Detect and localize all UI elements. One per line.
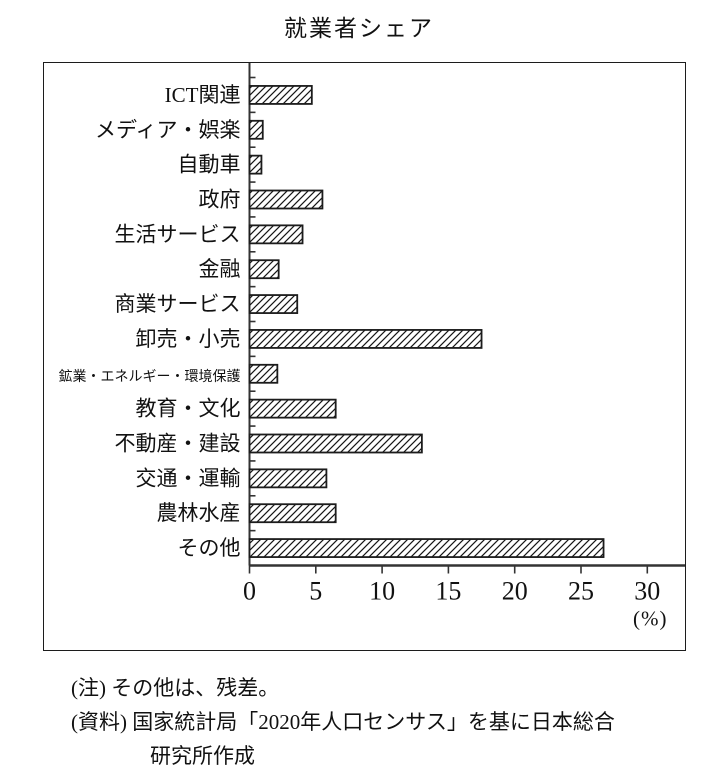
- category-label: 自動車: [178, 153, 241, 177]
- note-line: (注) その他は、残差。: [71, 676, 280, 700]
- x-tick-label: 15: [435, 577, 461, 606]
- bar: [248, 294, 299, 314]
- bar: [248, 398, 337, 419]
- bar: [248, 503, 337, 524]
- category-label: 卸売・小売: [136, 327, 241, 351]
- category-label: 教育・文化: [136, 397, 241, 421]
- x-tick-label: 0: [243, 577, 256, 606]
- x-tick-label: 10: [369, 577, 395, 606]
- bar: [248, 329, 483, 349]
- source-line: (資料) 国家統計局「2020年人口センサス」を基に日本総合: [71, 710, 615, 734]
- bar: [248, 433, 423, 454]
- x-tick-label: 5: [309, 577, 322, 606]
- x-tick-label: 20: [502, 577, 528, 606]
- bar: [248, 154, 263, 175]
- category-label: 鉱業・エネルギー・環境保護: [59, 368, 241, 385]
- category-label: 交通・運輸: [136, 466, 241, 490]
- category-label: 金融: [199, 257, 241, 281]
- chart-frame: ICT関連メディア・娯楽自動車政府生活サービス金融商業サービス卸売・小売鉱業・エ…: [43, 62, 686, 651]
- category-label: メディア・娯楽: [95, 118, 241, 142]
- category-label: 農林水産: [157, 501, 241, 525]
- category-label: 商業サービス: [115, 292, 241, 316]
- x-axis-unit-label: (%): [633, 607, 667, 631]
- category-label: 生活サービス: [115, 222, 241, 246]
- bar-chart: ICT関連メディア・娯楽自動車政府生活サービス金融商業サービス卸売・小売鉱業・エ…: [59, 63, 685, 631]
- chart-title: 就業者シェア: [284, 16, 434, 41]
- bar: [248, 468, 328, 489]
- category-label: ICT関連: [165, 83, 241, 107]
- bar: [248, 189, 324, 210]
- bar: [248, 538, 605, 558]
- bar: [248, 363, 279, 384]
- x-tick-label: 30: [634, 577, 660, 606]
- category-label: 政府: [199, 188, 241, 212]
- bar: [248, 85, 313, 105]
- x-tick-label: 25: [568, 577, 594, 606]
- bar: [248, 224, 304, 245]
- bar: [248, 259, 280, 280]
- category-label: その他: [178, 536, 241, 560]
- category-label: 不動産・建設: [115, 432, 241, 456]
- bar: [248, 119, 264, 140]
- source-line-continued: 研究所作成: [150, 744, 255, 768]
